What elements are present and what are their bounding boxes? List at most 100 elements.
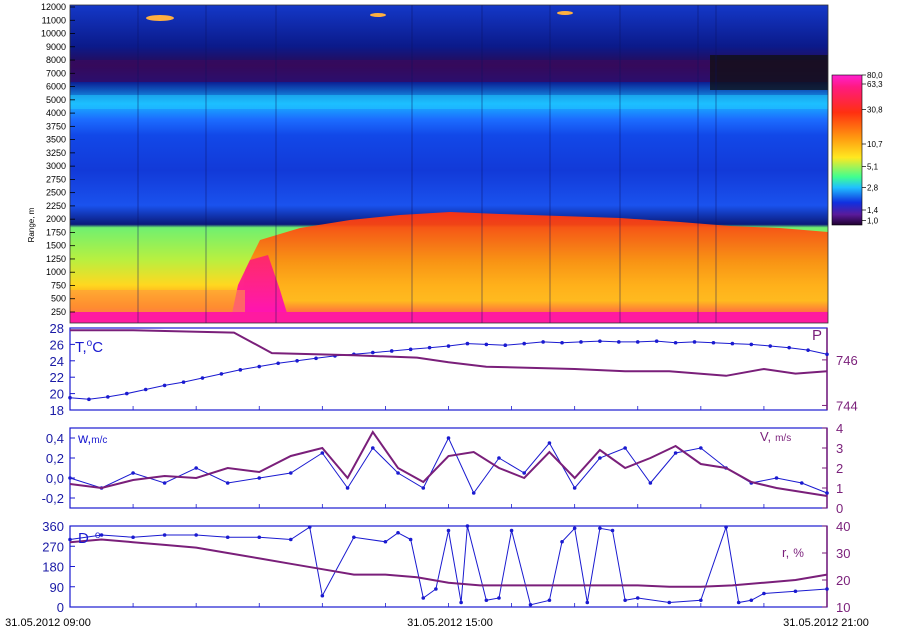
series-point xyxy=(257,476,262,480)
series-point xyxy=(749,598,754,603)
left-tick-label: 20 xyxy=(50,387,64,402)
series-point xyxy=(711,340,716,345)
heatmap-hot-region xyxy=(240,212,828,323)
series-point xyxy=(484,598,489,603)
heatmap-dark-layer xyxy=(70,60,828,82)
x-tick-label: 31.05.2012 15:00 xyxy=(407,617,493,629)
series-point xyxy=(68,395,72,400)
series-point xyxy=(497,456,501,460)
series-point xyxy=(730,341,735,346)
colorbar-tick-label: 5,1 xyxy=(867,163,879,172)
heatmap-y-tick-label: 6000 xyxy=(46,82,66,92)
series-point xyxy=(225,481,230,485)
heatmap-y-tick-label: 3250 xyxy=(46,148,66,158)
colorbar-tick-label: 1,4 xyxy=(867,206,879,215)
series-point xyxy=(446,344,451,348)
right-tick-label: 1 xyxy=(836,481,843,496)
right-tick-label: 2 xyxy=(836,461,843,476)
panel1-right-label: P xyxy=(812,327,822,344)
panel3-frame xyxy=(69,525,828,608)
series-point xyxy=(87,397,91,402)
series-point xyxy=(598,339,602,343)
series-point xyxy=(225,535,230,540)
left-tick-label: 28 xyxy=(50,321,64,336)
series-point xyxy=(99,533,104,537)
panel3-right-ticks: 40 30 20 10 xyxy=(132,519,850,615)
series-point xyxy=(585,600,590,605)
series-point xyxy=(522,471,526,475)
series-point xyxy=(194,533,198,537)
left-tick-label: 18 xyxy=(50,403,64,418)
series-point xyxy=(257,364,262,369)
series-point xyxy=(314,356,318,361)
heatmap-y-tick-label: 5000 xyxy=(46,95,66,105)
series-point xyxy=(427,345,432,350)
series-point xyxy=(648,481,653,485)
series-point xyxy=(396,471,400,475)
series-point xyxy=(68,476,72,480)
left-tick-label: 0,0 xyxy=(46,471,64,486)
right-tick-label: 30 xyxy=(836,546,850,561)
series-point xyxy=(288,537,293,542)
series-point xyxy=(162,383,167,388)
x-tick-label: 31.05.2012 21:00 xyxy=(783,617,869,629)
colorbar-tick-label: 1,0 xyxy=(867,217,879,226)
panel3-left-ticks: 360 270 180 90 0 xyxy=(42,519,75,615)
series-point xyxy=(408,347,413,352)
series-point xyxy=(162,533,167,537)
series-point xyxy=(124,391,129,396)
heatmap-y-tick-label: 1250 xyxy=(46,254,66,264)
colorbar-gradient xyxy=(831,74,863,226)
heatmap-y-tick-label: 1000 xyxy=(46,267,66,277)
heatmap-y-tick-label: 3000 xyxy=(46,161,66,171)
series-point xyxy=(617,340,621,344)
series-point xyxy=(200,376,205,380)
series-point xyxy=(793,589,798,594)
colorbar-ticks: 80,063,3 30,8 10,7 5,1 2,8 1,4 1,0 xyxy=(862,71,883,226)
panel3-right-label: r,% xyxy=(782,545,804,560)
panel-wind-vertical-speed: 0,4 0,2 0,0 -0,2 4 3 2 1 0 w,m/c V, m/s xyxy=(42,421,844,516)
series-right-line xyxy=(69,538,828,588)
series-point xyxy=(276,361,280,366)
series-point xyxy=(692,340,697,344)
panel2-right-ticks: 4 3 2 1 0 xyxy=(132,421,843,516)
series-point xyxy=(598,526,602,531)
panel2-series xyxy=(68,430,829,497)
colorbar: 80,063,3 30,8 10,7 5,1 2,8 1,4 1,0 xyxy=(831,71,883,226)
right-tick-label: 746 xyxy=(836,353,858,368)
series-point xyxy=(497,596,501,600)
x-axis-ticks: 31.05.2012 09:00 31.05.2012 15:00 31.05.20… xyxy=(5,617,869,629)
series-point xyxy=(654,339,659,343)
series-point xyxy=(547,598,552,603)
heatmap-y-tick-label: 12000 xyxy=(41,2,66,12)
series-point xyxy=(307,525,312,529)
series-point xyxy=(736,600,741,605)
series-point xyxy=(465,524,470,528)
series-point xyxy=(421,596,426,600)
left-tick-label: -0,2 xyxy=(42,491,64,506)
heatmap-streaks xyxy=(137,5,717,323)
series-point xyxy=(484,342,489,347)
series-point xyxy=(806,348,810,352)
series-point xyxy=(383,539,388,544)
series-point xyxy=(699,446,703,450)
series-point xyxy=(238,368,243,372)
heatmap-y-tick-label: 2000 xyxy=(46,214,66,224)
series-point xyxy=(465,341,470,346)
colorbar-tick-label: 2,8 xyxy=(867,184,879,193)
series-point xyxy=(320,593,325,598)
heatmap-y-tick-label: 11000 xyxy=(42,15,66,25)
series-point xyxy=(288,471,293,475)
colorbar-tick-label: 80,0 xyxy=(867,71,883,80)
panel2-right-label: V, m/s xyxy=(760,429,791,444)
series-point xyxy=(434,587,438,591)
series-point xyxy=(787,345,791,350)
heatmap-panel: 250 500 750 1000 1250 1500 1750 2000 2250 2500 275… xyxy=(27,2,883,324)
series-point xyxy=(598,456,602,460)
series-point xyxy=(459,600,463,605)
series-point xyxy=(560,340,564,345)
left-tick-label: 0,4 xyxy=(46,431,64,446)
heatmap-low-band xyxy=(70,290,245,312)
heatmap-y-tick-label: 3750 xyxy=(46,121,66,131)
